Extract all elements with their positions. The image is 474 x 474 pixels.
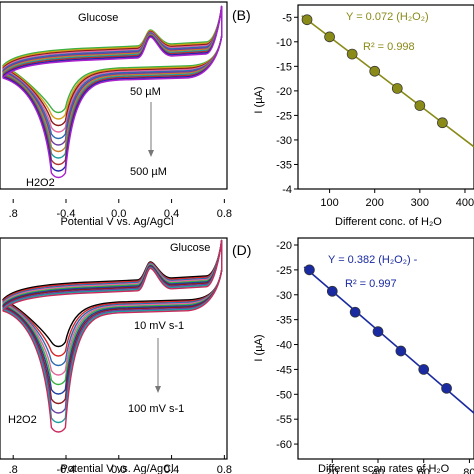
- panel-a-h2o2-label: H2O2: [26, 177, 55, 189]
- panel-a-end-label: 500 µM: [130, 166, 167, 178]
- b-x-tick-label: 100: [320, 197, 338, 209]
- b-y-tick-label: -4: [282, 184, 292, 196]
- d-y-tick-label: -55: [276, 414, 292, 426]
- panel-b: (B) -5-10-15-20-25-30-35-4 100 200 300 400 …: [232, 4, 474, 228]
- panel-d-tag: (D): [232, 242, 251, 258]
- panel-b-y-ticks: -5 -10 -15 -20 -25 -30 -35 -4: [276, 12, 298, 196]
- panel-d-x-ticks: 20 40 60 80: [326, 459, 474, 474]
- c-x-tick-label: 0.4: [164, 464, 179, 474]
- c-x-tick-label: 0.0: [111, 464, 126, 474]
- panel-d-x-axis-label: Different scan rates of H₂O: [318, 463, 450, 474]
- d-y-tick-label: -35: [276, 315, 292, 327]
- a-cv-curve: [2, 5, 223, 172]
- d-x-tick-label: 60: [418, 467, 430, 474]
- d-x-tick-label: 40: [372, 467, 384, 474]
- b-data-point: [301, 14, 313, 26]
- panel-b-tag: (B): [232, 7, 251, 23]
- b-y-tick-label: -20: [276, 86, 292, 98]
- c-cv-curve: [2, 239, 223, 395]
- panel-a-frame: [0, 1, 228, 190]
- panel-c-start-label: 10 mV s-1: [134, 320, 184, 332]
- d-y-tick-label: -25: [276, 265, 292, 277]
- panel-a-curves: [2, 5, 223, 179]
- panel-a-glucose-label: Glucose: [78, 12, 118, 24]
- a-x-tick-label: 0.4: [164, 208, 179, 220]
- a-x-tick-label: -0.4: [57, 208, 76, 220]
- b-x-tick-label: 400: [456, 197, 474, 209]
- panel-a-x-ticks: .8 -0.4 0.0 0.4 0.8: [9, 199, 232, 220]
- panel-b-x-axis-label: Different conc. of H₂O: [335, 216, 442, 228]
- panel-c-curves: [2, 239, 223, 433]
- d-data-point: [349, 306, 361, 318]
- d-y-tick-label: -50: [276, 389, 292, 401]
- d-data-point: [372, 326, 384, 337]
- panel-d: (D) -20 -25 -30 -35 -40 -45 -50 -55 -60 20 40 60 80…: [232, 237, 474, 474]
- d-x-tick-label: 20: [326, 467, 338, 474]
- a-cv-curve: [2, 5, 223, 179]
- panel-c-x-ticks: .8 -0.4 0.0 0.4 0.8: [9, 455, 232, 474]
- b-data-point: [414, 100, 426, 111]
- panel-a: .8 -0.4 0.0 0.4 0.8 Glucose 50 µM 500 µM H2O…: [0, 1, 232, 228]
- c-x-tick-label: .8: [9, 464, 18, 474]
- b-data-point: [324, 31, 335, 43]
- a-cv-curve: [2, 5, 223, 159]
- panel-a-arrowhead: [148, 150, 154, 157]
- d-data-point: [418, 364, 430, 375]
- panel-d-fit-equation: Y = 0.382 (H₂O₂) -: [328, 254, 418, 266]
- d-y-tick-label: -45: [276, 364, 292, 376]
- panel-b-points: [301, 14, 448, 129]
- panel-d-points: [304, 264, 452, 394]
- panel-b-y-axis-label: I (µA): [253, 86, 265, 113]
- a-x-tick-label: .8: [9, 208, 18, 220]
- panel-b-x-ticks: 100 200 300 400: [320, 189, 474, 209]
- panel-d-frame: [297, 237, 474, 460]
- b-data-point: [437, 117, 448, 129]
- b-y-tick-label: -25: [276, 110, 292, 122]
- panel-d-y-axis-label: I (µA): [253, 334, 265, 361]
- panel-c-end-label: 100 mV s-1: [128, 403, 184, 415]
- d-data-point: [395, 345, 407, 357]
- b-x-tick-label: 200: [366, 197, 384, 209]
- panel-c-h2o2-label: H2O2: [8, 414, 37, 426]
- panel-d-y-ticks: -20 -25 -30 -35 -40 -45 -50 -55 -60: [276, 240, 298, 451]
- b-y-tick-label: -10: [276, 37, 292, 49]
- d-y-tick-label: -40: [276, 340, 292, 352]
- c-x-tick-label: 0.8: [217, 464, 232, 474]
- d-y-tick-label: -20: [276, 240, 292, 252]
- b-y-tick-label: -15: [276, 61, 292, 73]
- panel-b-r2: R² = 0.998: [363, 41, 415, 53]
- a-cv-curve: [2, 5, 223, 166]
- b-x-tick-label: 300: [411, 197, 429, 209]
- panel-c-x-axis-label: Potential V vs. Ag/AgCl: [60, 463, 173, 474]
- d-data-point: [304, 264, 315, 276]
- c-cv-curve: [2, 239, 223, 433]
- panel-c-glucose-label: Glucose: [170, 242, 210, 254]
- d-data-point: [441, 382, 452, 394]
- panel-b-fit-equation: Y = 0.072 (H₂O₂): [346, 11, 429, 23]
- c-x-tick-label: -0.4: [57, 464, 76, 474]
- b-y-tick-label: -35: [276, 159, 292, 171]
- b-data-point: [391, 83, 403, 94]
- b-y-tick-label: -30: [276, 135, 292, 147]
- panel-d-r2: R² = 0.997: [345, 278, 397, 290]
- panel-c-arrowhead: [155, 386, 161, 393]
- c-cv-curve: [2, 239, 223, 405]
- panel-c-frame: [0, 237, 228, 460]
- a-x-tick-label: 0.8: [217, 208, 232, 220]
- b-data-point: [369, 65, 381, 77]
- d-y-tick-label: -30: [276, 290, 292, 302]
- a-x-tick-label: 0.0: [111, 208, 126, 220]
- panel-a-x-axis-label: Potential V vs. Ag/AgCl: [60, 216, 173, 228]
- b-data-point: [346, 48, 358, 60]
- panel-b-frame: [297, 4, 474, 190]
- panel-c: .8 -0.4 0.0 0.4 0.8 Glucose 10 mV s-1 100 mV…: [0, 237, 232, 474]
- d-y-tick-label: -60: [276, 439, 292, 451]
- b-y-tick-label: -5: [282, 12, 292, 24]
- d-data-point: [326, 285, 338, 297]
- d-x-tick-label: 80: [463, 467, 474, 474]
- panel-a-start-label: 50 µM: [130, 86, 161, 98]
